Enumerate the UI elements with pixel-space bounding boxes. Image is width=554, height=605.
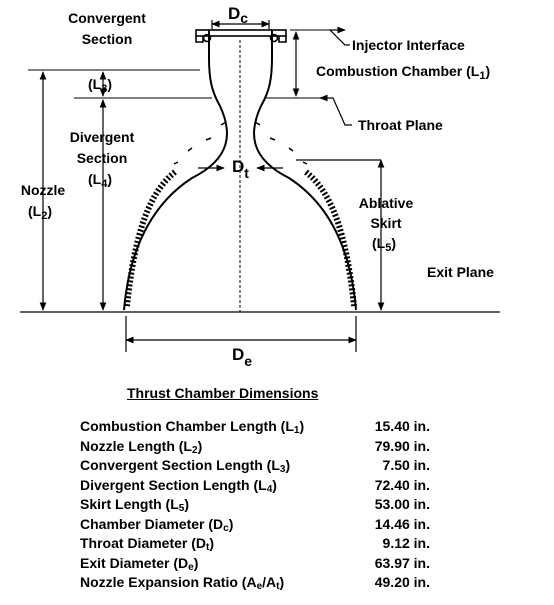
de-label: De: [232, 345, 252, 369]
l2-label: (L2): [28, 203, 52, 222]
l3-label: (L3): [88, 76, 112, 95]
ablative-skirt-left: [124, 169, 177, 307]
row-value: 72.40 in.: [374, 476, 430, 493]
row-value: 63.97 in.: [374, 554, 430, 571]
convergent-label-line1: Convergent: [68, 10, 146, 26]
row-value: 53.00 in.: [374, 496, 430, 512]
convergent-label-line2: Section: [82, 31, 133, 47]
dt-label: Dt: [232, 157, 249, 181]
table-row: Nozzle Length (L2) 79.90 in.: [80, 437, 430, 456]
l4-label: (L4): [88, 171, 112, 190]
row-value: 14.46 in.: [374, 515, 430, 532]
table-row: Throat Diameter (Dt) 9.12 in.: [80, 535, 430, 553]
dimensions-table: Combustion Chamber Length (L1) 15.40 in.…: [80, 417, 430, 593]
leader-lines: [319, 26, 352, 126]
divergent-label-line1: Divergent: [70, 129, 135, 145]
row-value: 7.50 in.: [382, 457, 430, 473]
table-row: Exit Diameter (De) 63.97 in.: [80, 554, 430, 573]
dimension-lines: [39, 20, 385, 352]
ablative-label-line1: Ablative: [359, 195, 414, 211]
table-row: Chamber Diameter (Dc) 14.46 in.: [80, 515, 430, 534]
divergent-label-line2: Section: [77, 150, 128, 166]
injector-flange: [195, 29, 287, 43]
combustion-chamber-label: Combustion Chamber (L1): [316, 63, 490, 82]
nozzle-label-line1: Nozzle: [21, 182, 66, 198]
throat-plane-label: Throat Plane: [358, 117, 443, 133]
thrust-chamber-diagram: Convergent Section (L3) Divergent Sectio…: [20, 4, 500, 369]
row-value: 49.20 in.: [374, 574, 430, 590]
l5-label: (L5): [372, 235, 396, 254]
exit-plane-label: Exit Plane: [427, 264, 494, 280]
row-value: 79.90 in.: [374, 437, 430, 454]
table-row: Combustion Chamber Length (L1) 15.40 in.: [80, 418, 430, 436]
extension-lines: [28, 29, 345, 99]
table-row: Convergent Section Length (L3) 7.50 in.: [80, 457, 430, 475]
ablative-skirt-right: [304, 169, 357, 307]
dc-label: Dc: [228, 4, 248, 26]
row-value: 9.12 in.: [382, 535, 430, 551]
table-row: Divergent Section Length (L4) 72.40 in.: [80, 476, 430, 495]
stiffener-marks: [173, 121, 308, 165]
row-value: 15.40 in.: [374, 418, 430, 434]
table-row: Nozzle Expansion Ratio (Ae/At) 49.20 in.: [80, 574, 430, 592]
ablative-label-line2: Skirt: [370, 215, 401, 231]
table-row: Skirt Length (L5) 53.00 in.: [80, 496, 430, 514]
table-title: Thrust Chamber Dimensions: [127, 385, 319, 401]
injector-interface-label: Injector Interface: [352, 37, 465, 53]
